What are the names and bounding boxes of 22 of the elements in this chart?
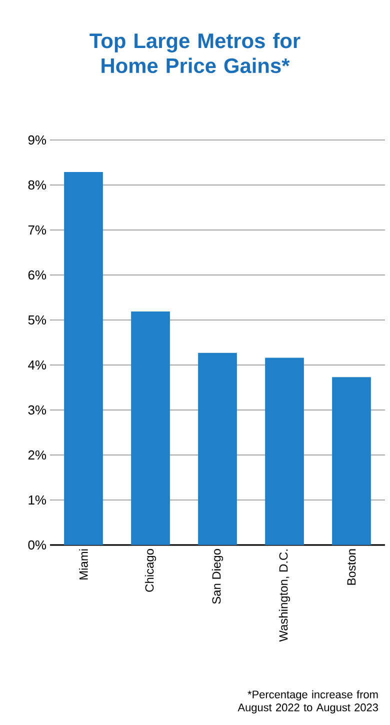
y-tick-label: 9%: [28, 135, 46, 145]
y-tick-label: 1%: [28, 495, 46, 505]
y-tick-label: 5%: [28, 315, 46, 325]
x-tick-label: Boston: [347, 549, 356, 585]
y-tick-label: 4%: [28, 360, 46, 370]
y-tick-label: 7%: [28, 225, 46, 235]
bar: [64, 172, 103, 545]
x-tick-label: Chicago: [144, 549, 156, 592]
y-tick-label: 2%: [28, 450, 46, 460]
chart-title: Top Large Metros for Home Price Gains*: [90, 32, 300, 74]
bar: [265, 358, 304, 545]
x-tick-label: Washington, D.C.: [278, 550, 290, 642]
y-tick-label: 8%: [28, 180, 46, 190]
x-tick-label: San Diego: [212, 549, 224, 604]
y-tick-label: 0%: [28, 540, 46, 550]
text: *Percentage increase from August 2022 to August 2023: [238, 690, 378, 714]
bar: [131, 311, 170, 545]
bar: [198, 352, 237, 545]
y-tick-label: 3%: [28, 405, 46, 415]
x-tick-label: Miami: [79, 549, 88, 580]
bar: [332, 377, 371, 545]
y-tick-label: 6%: [28, 270, 46, 280]
